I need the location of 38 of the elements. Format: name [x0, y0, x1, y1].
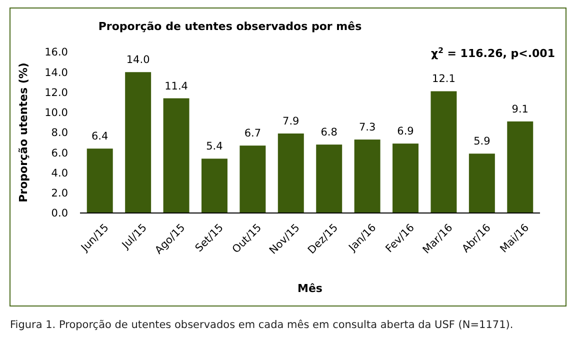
y-tick-label: 8.0 — [51, 127, 68, 140]
x-axis-title: Mês — [298, 282, 323, 295]
bar — [86, 148, 113, 213]
y-tick-label: 10.0 — [44, 107, 68, 120]
bar — [278, 134, 304, 213]
text: Figura 1. Proporção de utentes observados em cada mês em consulta aberta da USF (N=1171). — [10, 319, 514, 331]
data-label: 11.4 — [164, 80, 188, 92]
y-tick-label: 2.0 — [51, 188, 68, 200]
y-tick-label: 12.0 — [44, 86, 68, 99]
y-tick-label: 6.0 — [51, 147, 68, 160]
annotation: χ$^{2}$ = 116.26, p<.001 — [430, 46, 555, 60]
bar — [240, 146, 266, 213]
chart-title: Proporção de utentes observados por mês — [98, 20, 362, 33]
bar — [316, 144, 342, 213]
bar — [507, 121, 534, 213]
data-label: 6.8 — [320, 126, 338, 139]
bar — [163, 98, 190, 213]
bar — [392, 144, 419, 213]
data-label: 6.9 — [397, 126, 414, 138]
y-axis-title: Proporção utentes (%) — [17, 62, 30, 202]
bar — [354, 140, 380, 213]
data-label: 14.0 — [126, 54, 150, 66]
bar — [201, 158, 228, 213]
data-label: 7.9 — [282, 116, 300, 128]
data-label: 6.4 — [92, 130, 109, 143]
y-tick-label: 14.0 — [44, 66, 68, 79]
bar — [468, 154, 495, 213]
bar — [125, 72, 152, 213]
data-label: 7.3 — [358, 122, 376, 134]
data-label: 9.1 — [512, 103, 528, 116]
data-label: 5.4 — [206, 140, 224, 153]
data-label: 5.9 — [474, 136, 490, 148]
bar — [430, 91, 457, 213]
y-tick-label: 0.0 — [51, 208, 68, 220]
y-tick-label: 16.0 — [44, 46, 68, 59]
data-label: 6.7 — [244, 128, 262, 140]
y-tick-label: 4.0 — [51, 167, 68, 180]
data-label: 12.1 — [432, 73, 456, 86]
